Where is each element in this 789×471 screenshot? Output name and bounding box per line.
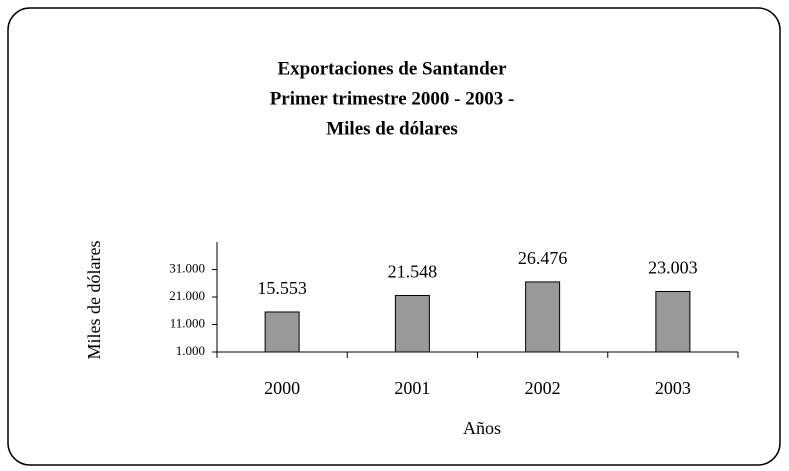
- bar: [655, 290, 691, 353]
- data-label: 26.476: [518, 248, 568, 268]
- x-tick-label: 2002: [525, 378, 561, 398]
- chart-title: Miles de dólares: [326, 118, 458, 139]
- chart-title: Primer trimestre 2000 - 2003 -: [270, 88, 515, 109]
- bar: [525, 281, 561, 353]
- data-label: 21.548: [388, 262, 438, 282]
- chart-title: Exportaciones de Santander: [277, 58, 507, 79]
- y-tick-label: 21.000: [169, 288, 205, 303]
- y-axis-label: Miles de dólares: [84, 241, 104, 360]
- bar: [394, 294, 430, 353]
- y-tick-label: 31.000: [169, 260, 205, 275]
- bar: [264, 311, 300, 353]
- y-tick-label: 11.000: [170, 315, 205, 330]
- x-tick-label: 2001: [394, 378, 430, 398]
- chart-frame: [7, 7, 781, 466]
- x-axis-label: Años: [463, 418, 501, 438]
- y-tick-label: 1.000: [176, 343, 205, 358]
- data-label: 15.553: [257, 278, 307, 298]
- data-label: 23.003: [648, 258, 698, 278]
- x-tick-label: 2003: [655, 378, 691, 398]
- x-tick-label: 2000: [264, 378, 300, 398]
